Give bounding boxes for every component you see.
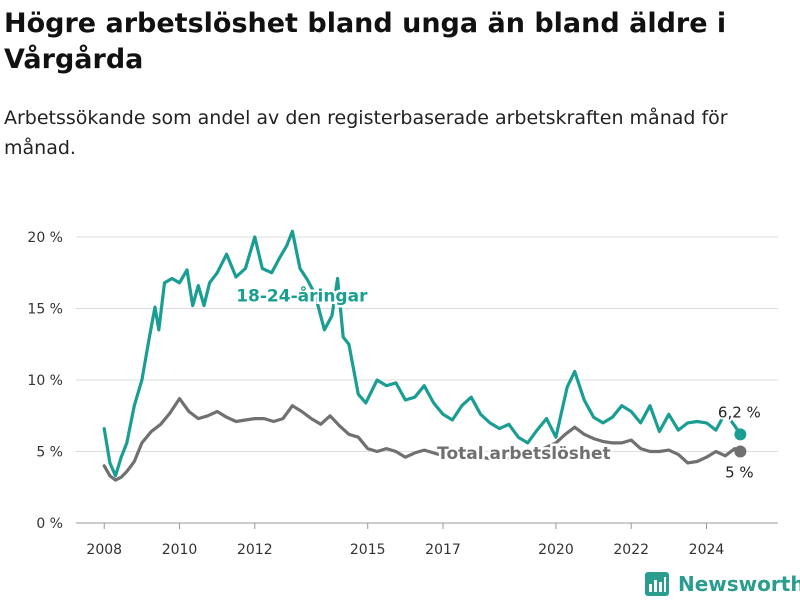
series-end-point-total (734, 445, 747, 458)
newsworthy-logo: Newsworthy (644, 570, 800, 598)
x-tick-label: 2008 (86, 542, 122, 558)
series-label-total: Total arbetslöshet (437, 444, 611, 464)
y-tick-label: 10 % (27, 373, 63, 389)
page-subtitle: Arbetssökande som andel av den registerb… (4, 107, 728, 159)
series-end-label-youth: 6,2 % (718, 403, 761, 421)
x-tick-label: 2015 (350, 542, 386, 558)
series-line-youth (102, 229, 742, 478)
series-line-total (102, 397, 742, 482)
axis-layer: 0 % 5 % 10 % 15 % 20 % 2008 2010 2012 2015 2017 20… (27, 230, 778, 558)
x-tick-label: 2012 (237, 542, 273, 558)
y-tick-label: 20 % (27, 230, 63, 246)
x-tick-label: 2020 (538, 542, 574, 558)
x-tick-label: 2022 (613, 542, 649, 558)
newsworthy-brand-text: Newsworthy (678, 572, 800, 596)
series-label-youth: 18-24-åringar (236, 285, 368, 307)
y-tick-label: 0 % (36, 516, 63, 532)
x-tick-label: 2024 (689, 542, 725, 558)
label-layer: 18-24-åringar 6,2 % Total arbetslöshet 5 % (234, 282, 763, 483)
newsworthy-logo-icon (645, 572, 669, 596)
series-end-label-total: 5 % (725, 464, 754, 482)
x-tick-label: 2010 (162, 542, 198, 558)
series-end-point-youth (734, 428, 747, 441)
x-tick-label: 2017 (425, 542, 461, 558)
y-tick-label: 5 % (36, 445, 63, 461)
page-title: Högre arbetslöshet bland unga än bland ä… (4, 8, 727, 75)
series-layer (102, 229, 747, 482)
y-tick-label: 15 % (27, 302, 63, 318)
